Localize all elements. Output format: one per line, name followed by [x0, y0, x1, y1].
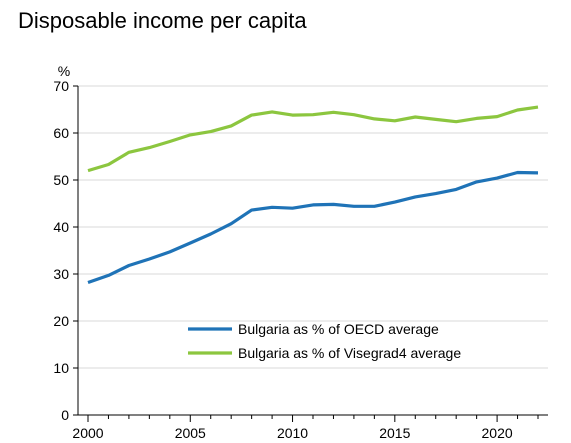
x-tick-label-2020: 2020 [482, 425, 513, 441]
series-lines [87, 105, 539, 285]
legend: Bulgaria as % of OECD average Bulgaria as… [188, 321, 461, 361]
gridlines [78, 85, 548, 369]
legend-label-visegrad4: Bulgaria as % of Visegrad4 average [238, 345, 461, 361]
y-tick-label-0: 0 [61, 407, 69, 423]
x-tick-label-2000: 2000 [72, 425, 103, 441]
series-line-oecd [87, 170, 539, 285]
y-tick-label-40: 40 [53, 219, 69, 235]
y-tick-label-60: 60 [53, 125, 69, 141]
x-tick-label-2015: 2015 [379, 425, 410, 441]
x-tick-label-2005: 2005 [175, 425, 206, 441]
y-axis-unit-label: % [58, 63, 70, 79]
axes [73, 85, 548, 422]
x-tick-labels: 2000 2005 2010 2015 2020 [72, 425, 512, 441]
x-tick-label-2010: 2010 [277, 425, 308, 441]
y-tick-label-70: 70 [53, 78, 69, 94]
y-tick-label-20: 20 [53, 313, 69, 329]
y-tick-label-30: 30 [53, 266, 69, 282]
chart-title: Disposable income per capita [18, 8, 307, 33]
legend-label-oecd: Bulgaria as % of OECD average [238, 321, 439, 337]
y-tick-label-10: 10 [53, 360, 69, 376]
y-tick-labels: 0 10 20 30 40 50 60 70 [53, 78, 69, 423]
series-line-visegrad4 [87, 105, 539, 173]
y-tick-label-50: 50 [53, 172, 69, 188]
